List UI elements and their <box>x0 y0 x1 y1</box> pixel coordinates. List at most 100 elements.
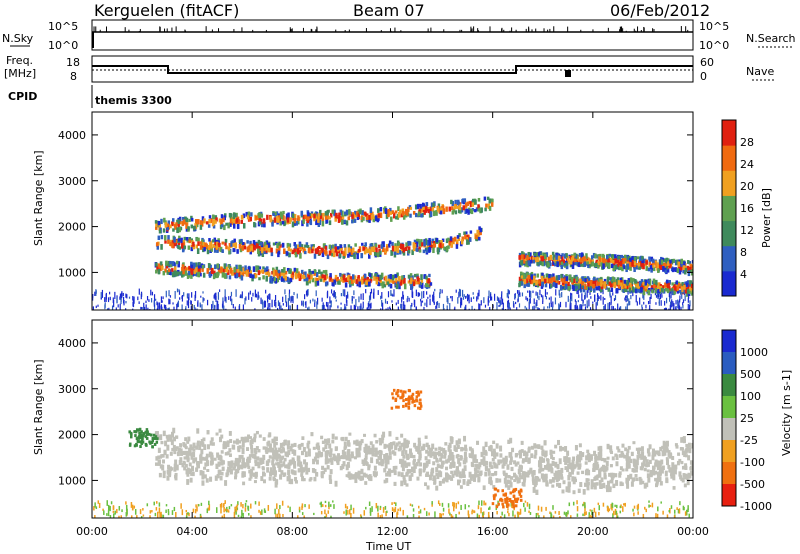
power-echo-cell <box>612 256 615 261</box>
power-echo-cell <box>525 278 529 284</box>
velocity-ground-cell <box>467 479 471 484</box>
velocity-ground-cell <box>293 442 297 447</box>
velocity-ground-cell <box>534 480 538 486</box>
power-echo-cell <box>173 236 176 243</box>
velocity-ground-cell <box>244 436 248 441</box>
velocity-ground-cell <box>334 436 338 440</box>
power-echo-cell <box>630 283 634 288</box>
velocity-ground-cell <box>182 442 186 447</box>
power-echo-cell <box>686 265 690 270</box>
power-noise-cell <box>404 304 406 310</box>
power-echo-cell <box>184 267 188 271</box>
velocity-ground-cell <box>271 447 275 453</box>
power-echo-cell <box>616 259 620 263</box>
power-echo-cell <box>275 248 279 254</box>
velocity-ground-cell <box>484 441 488 447</box>
colorbar-tick-label: 8 <box>740 246 747 259</box>
velocity-ground-cell <box>490 465 494 469</box>
power-echo-cell <box>258 277 261 281</box>
power-echo-cell <box>531 279 534 284</box>
power-noise-cell <box>94 291 96 296</box>
velocity-noise-cell <box>279 513 281 518</box>
power-echo-cell <box>173 266 177 272</box>
power-echo-cell <box>425 202 429 207</box>
velocity-ground-cell <box>556 482 560 487</box>
power-echo-cell <box>256 265 260 271</box>
velocity-ground-cell <box>307 440 311 445</box>
velocity-ground-cell <box>413 464 417 469</box>
nsky-panel: N.Sky 10^5 10^0 10^5 10^0 N.Search <box>2 19 796 52</box>
power-echo-cell <box>631 262 634 267</box>
power-echo-cell <box>598 285 601 291</box>
velocity-ground-cell <box>572 480 576 485</box>
power-echo-cell <box>348 209 351 215</box>
power-echo-cell <box>297 219 300 223</box>
velocity-ground-cell <box>216 474 220 479</box>
power-noise-cell <box>669 304 671 310</box>
power-echo-cell <box>656 262 659 269</box>
velocity-noise-cell <box>588 512 590 518</box>
velocity-noise-cell <box>584 505 586 512</box>
power-echo-cell <box>212 243 216 248</box>
power-noise-cell <box>603 305 605 310</box>
velocity-ground-cell <box>245 437 249 443</box>
power-echo-cell <box>363 278 367 282</box>
velocity-ground-cell <box>627 474 631 481</box>
power-echo-cell <box>302 274 306 279</box>
power-echo-cell <box>298 242 302 247</box>
power-echo-cell <box>669 262 673 268</box>
velocity-ground-cell <box>354 472 358 476</box>
power-echo-cell <box>169 242 173 247</box>
power-echo-cell <box>233 238 236 243</box>
power-noise-cell <box>675 300 677 305</box>
velocity-ground-cell <box>566 467 570 473</box>
velocity-ground-cell <box>316 442 320 449</box>
velocity-ground-cell <box>274 441 278 446</box>
power-echo-cell <box>677 261 680 267</box>
velocity-ground-cell <box>249 473 253 479</box>
velocity-ground-cell <box>549 449 553 456</box>
velocity-ground-cell <box>664 470 668 477</box>
power-echo-cell <box>399 209 402 215</box>
power-echo-cell <box>229 218 233 224</box>
power-echo-cell <box>597 263 600 269</box>
power-noise-cell <box>370 302 372 309</box>
velocity-noise-cell <box>591 509 593 516</box>
power-echo-cell <box>424 239 428 246</box>
velocity-ground-cell <box>347 471 351 476</box>
power-echo-cell <box>278 271 281 278</box>
velocity-ground-cell <box>361 475 365 481</box>
velocity-ground-cell <box>387 444 391 450</box>
velocity-ground-cell <box>412 460 416 465</box>
colorbar-tick-label: 12 <box>740 224 754 237</box>
velocity-ground-cell <box>178 459 182 465</box>
power-echo-cell <box>648 261 651 266</box>
power-noise-cell <box>540 294 543 298</box>
power-echo-cell <box>273 277 277 282</box>
velocity-ground-cell <box>597 451 601 456</box>
power-noise-cell <box>128 296 131 299</box>
velocity-ground-cell <box>605 484 609 490</box>
power-noise-cell <box>109 296 111 301</box>
velocity-ground-cell <box>374 447 378 453</box>
velocity-ground-cell <box>544 475 548 481</box>
power-echo-cell <box>438 240 441 244</box>
power-echo-cell <box>360 279 364 285</box>
power-echo-cell <box>529 259 533 264</box>
velocity-ground-cell <box>661 445 665 449</box>
velocity-ground-cell <box>599 449 603 456</box>
velocity-noise-cell <box>449 512 451 516</box>
power-noise-cell <box>368 295 371 301</box>
power-noise-cell <box>214 292 216 300</box>
power-noise-cell <box>426 291 428 295</box>
velocity-ground-cell <box>581 452 585 458</box>
power-echo-cell <box>328 250 332 256</box>
power-echo-cell <box>215 217 218 222</box>
power-noise-cell <box>141 307 143 310</box>
velocity-ground-cell <box>578 464 582 470</box>
velocity-ground-cell <box>235 438 239 445</box>
power-echo-cell <box>427 278 430 284</box>
velocity-ground-cell <box>425 449 429 454</box>
velocity-ground-cell <box>440 461 444 468</box>
power-echo-cell <box>549 254 553 261</box>
